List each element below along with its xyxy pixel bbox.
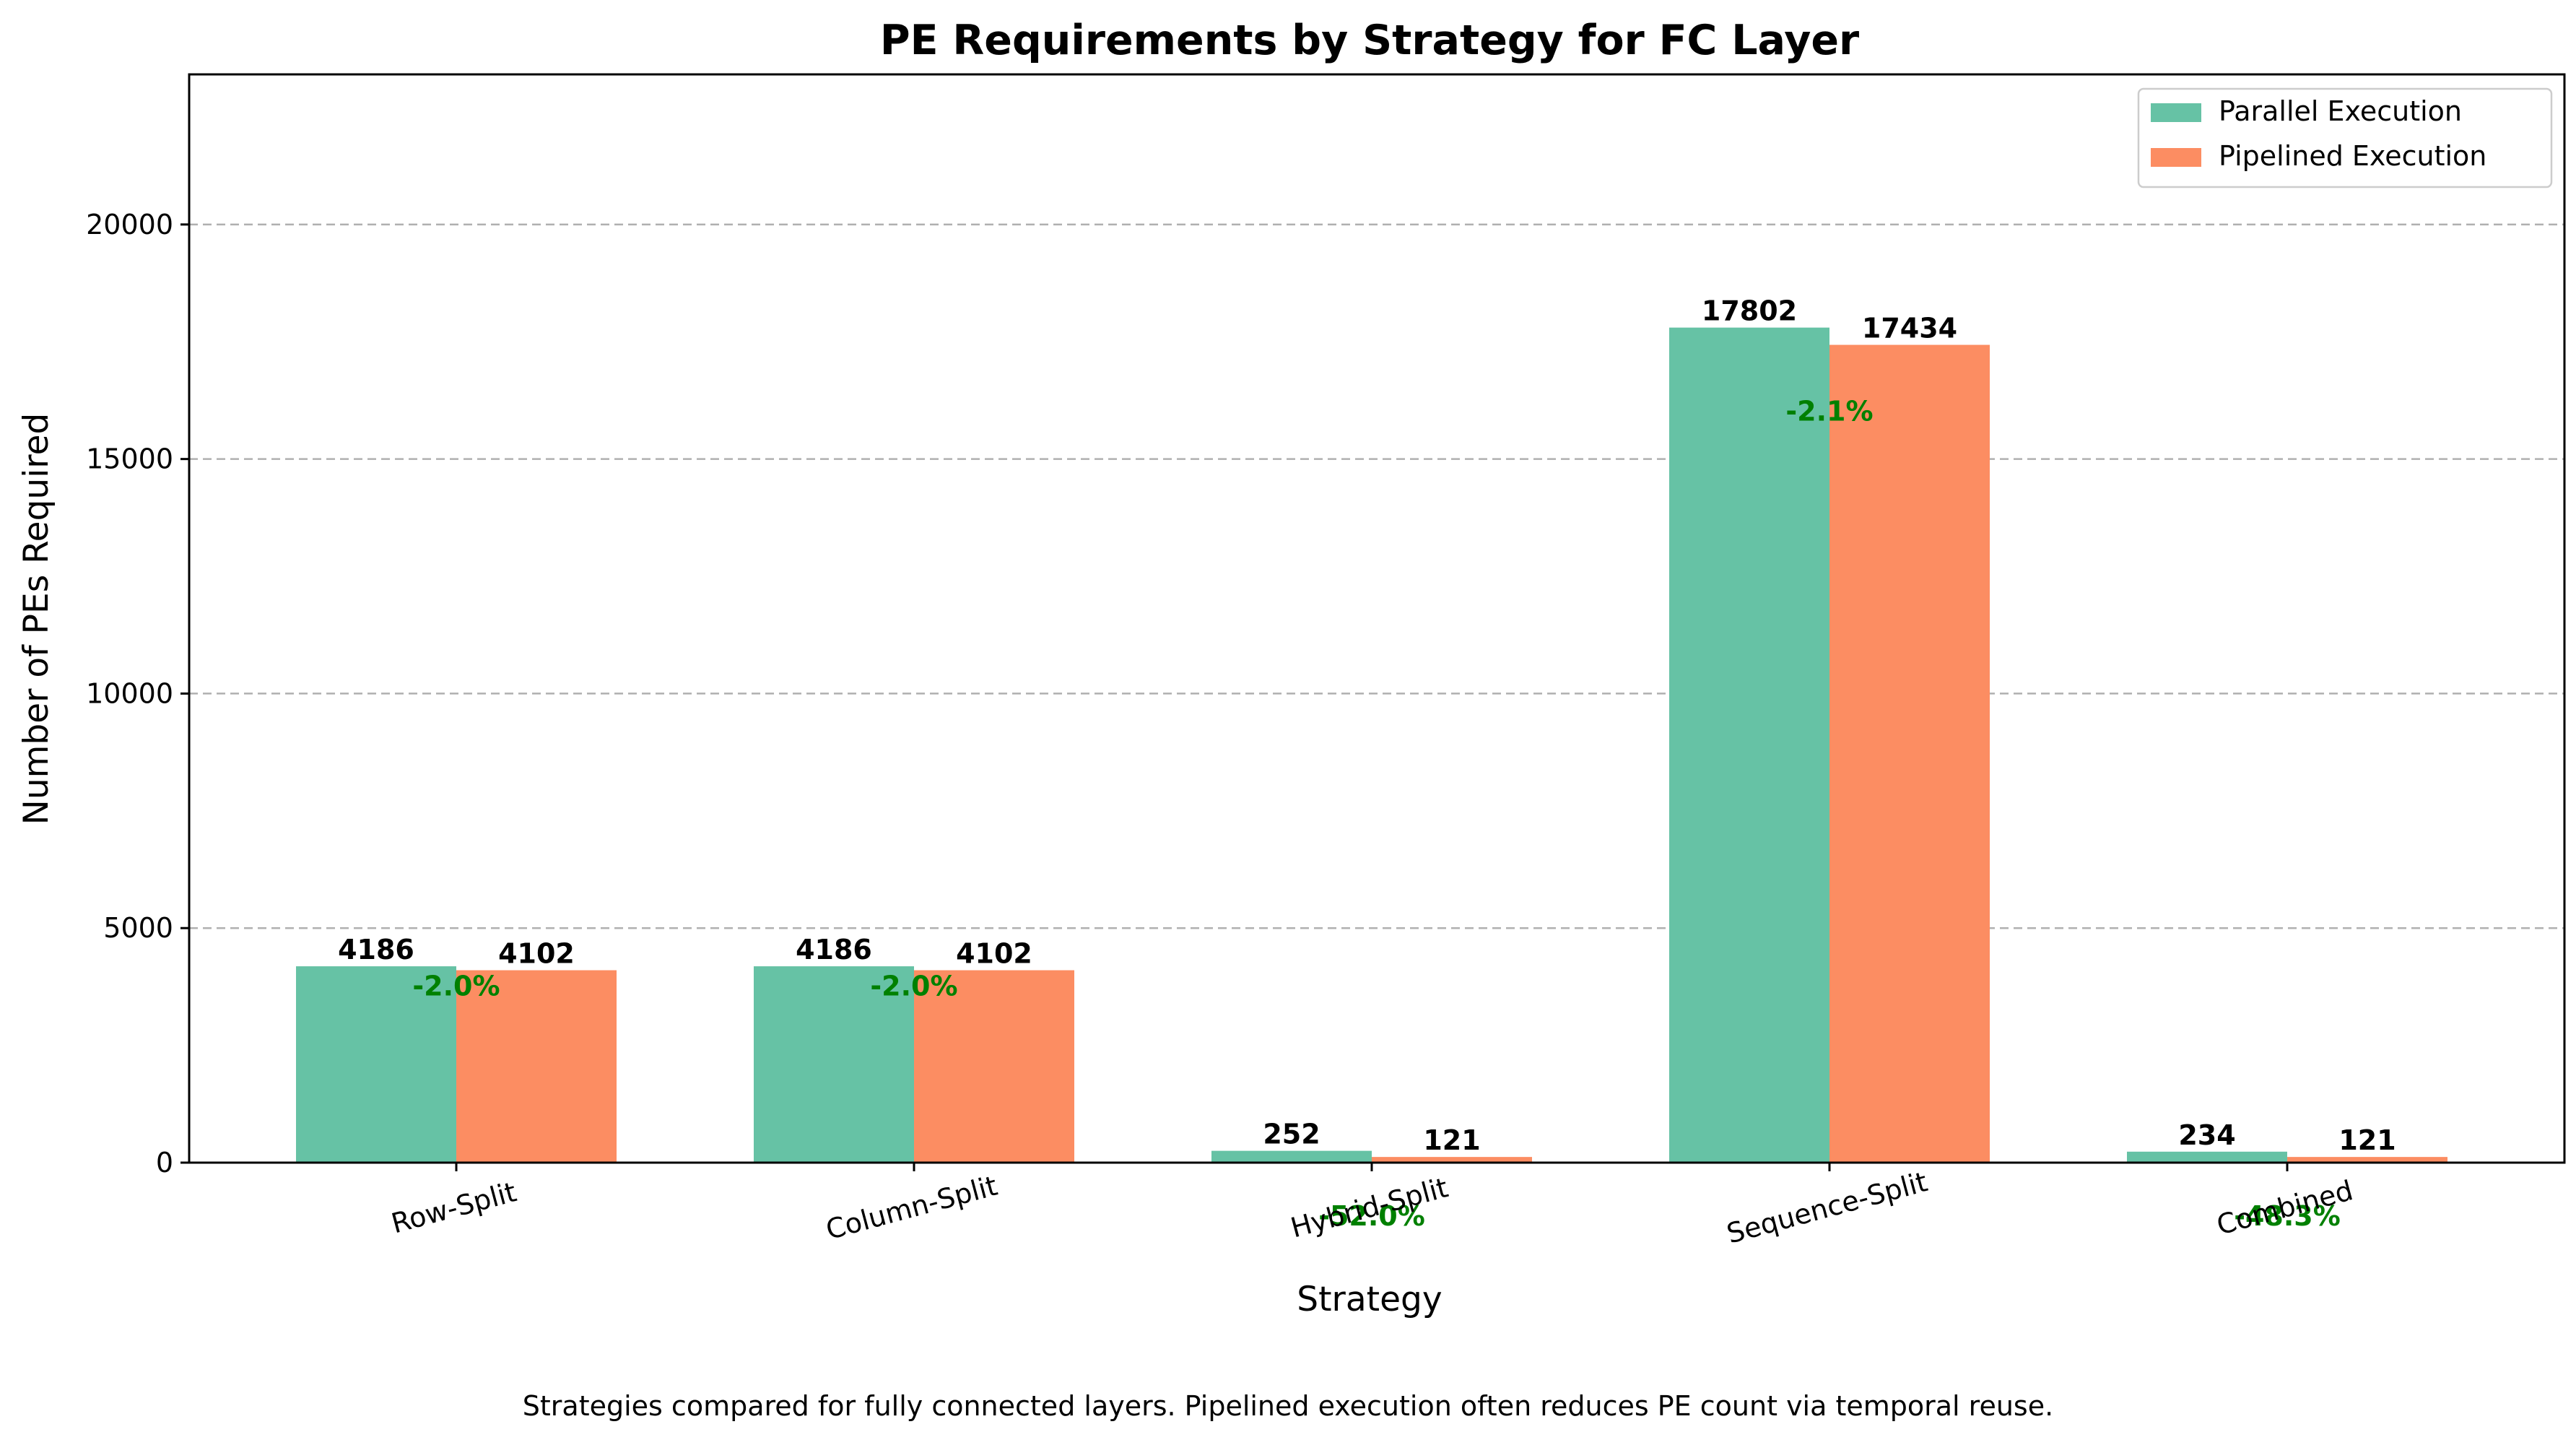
bar-pipelined (456, 970, 617, 1163)
chart-caption: Strategies compared for fully connected … (523, 1390, 2053, 1422)
value-labels: 4186 4102-2.0%4186 4102-2.0%252 121-52.0%17… (338, 295, 2396, 1232)
bar-pipelined (2287, 1157, 2447, 1163)
bars (296, 327, 2447, 1163)
bar-value-label: 4102 (498, 938, 575, 970)
legend-swatch (2151, 148, 2201, 167)
bar-pipelined (1829, 344, 1990, 1163)
bar-parallel (2127, 1151, 2287, 1163)
x-axis-label: Strategy (1297, 1280, 1442, 1319)
bar-value-label: 4186 (796, 934, 872, 965)
y-tick-label: 5000 (103, 912, 173, 944)
y-tick-label: 15000 (86, 443, 173, 475)
bar-value-label: 234 (2178, 1119, 2235, 1151)
bar-value-label: 4186 (338, 934, 414, 965)
legend-label: Pipelined Execution (2219, 140, 2486, 172)
legend-swatch (2151, 103, 2201, 122)
bar-parallel (1669, 327, 1829, 1163)
legend-box (2137, 87, 2553, 188)
percent-change-label: -2.0% (412, 970, 500, 1002)
percent-change-label: -52.0% (1318, 1200, 1425, 1232)
y-tick-label: 0 (156, 1147, 173, 1179)
percent-change-label: -48.3% (2234, 1200, 2341, 1232)
percent-change-label: -2.1% (1785, 395, 1873, 427)
bar-pipelined (1372, 1157, 1532, 1163)
legend-label: Parallel Execution (2219, 95, 2462, 127)
bar-value-label: 121 (1423, 1124, 1480, 1156)
bar-value-label: 121 (2338, 1124, 2396, 1156)
percent-change-label: -2.0% (870, 970, 957, 1002)
bar-parallel (754, 966, 914, 1163)
bar-value-label: 252 (1263, 1119, 1320, 1150)
chart-title: PE Requirements by Strategy for FC Layer (880, 17, 1859, 64)
bar-parallel (296, 966, 456, 1163)
plot-frame (188, 73, 2566, 1164)
bar-value-label: 17434 (1862, 313, 1957, 344)
bar-pipelined (914, 970, 1074, 1163)
y-axis: 0 5000 10000 15000 20000 (86, 209, 189, 1179)
bar-value-label: 4102 (956, 938, 1032, 970)
y-tick-label: 20000 (86, 209, 173, 240)
y-axis-label: Number of PEs Required (17, 413, 56, 825)
y-tick-label: 10000 (86, 677, 173, 709)
bar-value-label: 17802 (1702, 295, 1797, 327)
legend: Parallel Execution Pipelined Execution (2137, 87, 2553, 188)
bar-parallel (1211, 1150, 1372, 1163)
gridlines (189, 223, 2564, 929)
